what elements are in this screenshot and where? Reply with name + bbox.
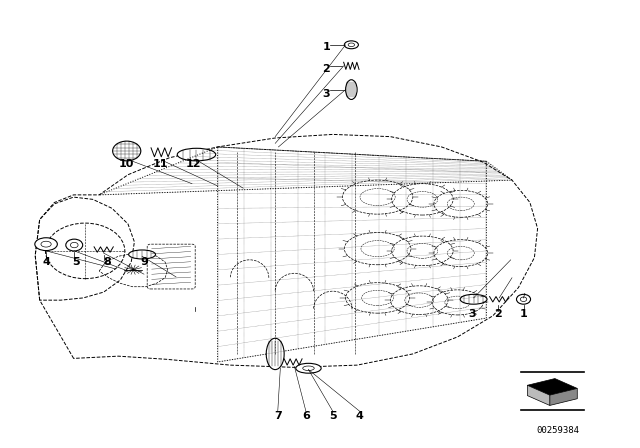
Text: 2: 2	[494, 310, 502, 319]
Ellipse shape	[70, 242, 78, 248]
Ellipse shape	[346, 80, 357, 99]
Polygon shape	[550, 388, 577, 405]
Ellipse shape	[66, 239, 83, 251]
Ellipse shape	[348, 43, 355, 47]
Ellipse shape	[460, 294, 487, 304]
Text: 3: 3	[323, 89, 330, 99]
Text: 7: 7	[274, 411, 282, 421]
Ellipse shape	[266, 338, 284, 370]
Text: 00259384: 00259384	[536, 426, 580, 435]
Text: 9: 9	[140, 257, 148, 267]
Text: 3: 3	[468, 310, 476, 319]
Ellipse shape	[41, 241, 51, 247]
Ellipse shape	[344, 41, 358, 49]
Text: 8: 8	[104, 257, 111, 267]
Text: 4: 4	[43, 257, 51, 267]
Circle shape	[113, 141, 141, 161]
Text: 5: 5	[72, 257, 79, 267]
Text: 4: 4	[356, 411, 364, 421]
Ellipse shape	[129, 250, 156, 259]
Text: 5: 5	[329, 411, 337, 421]
Ellipse shape	[516, 294, 531, 304]
Ellipse shape	[177, 148, 216, 161]
Polygon shape	[527, 385, 550, 405]
Ellipse shape	[303, 366, 314, 370]
Text: 12: 12	[186, 159, 201, 168]
Ellipse shape	[35, 238, 58, 250]
Ellipse shape	[520, 297, 527, 302]
Text: 11: 11	[152, 159, 168, 168]
Text: 1: 1	[520, 310, 527, 319]
Text: 1: 1	[323, 42, 330, 52]
Text: 2: 2	[323, 65, 330, 74]
Polygon shape	[527, 379, 577, 395]
Ellipse shape	[296, 363, 321, 373]
Text: 6: 6	[302, 411, 310, 421]
Text: 10: 10	[119, 159, 134, 168]
